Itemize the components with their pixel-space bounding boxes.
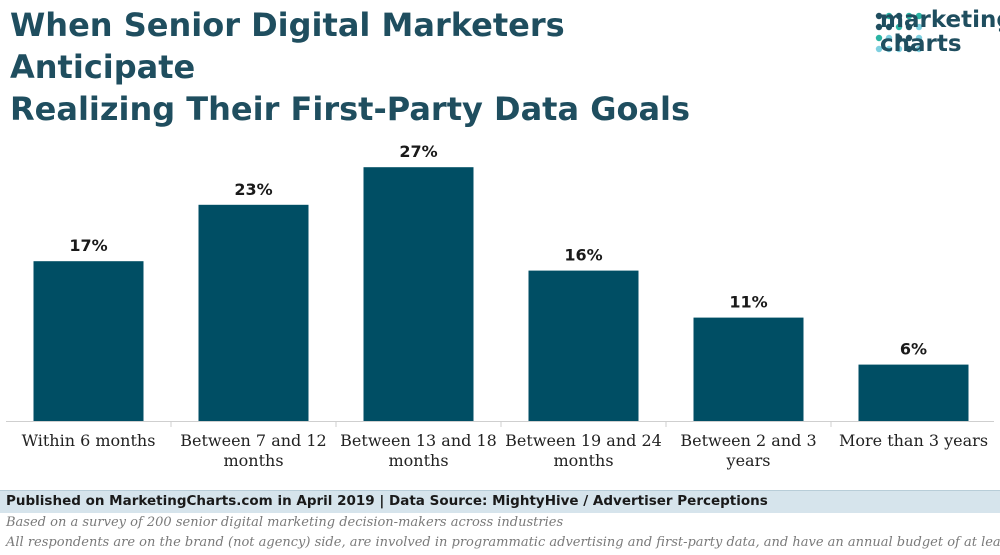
logo-dot bbox=[905, 12, 913, 20]
logo-dot bbox=[885, 23, 893, 31]
logo-dot bbox=[915, 45, 923, 53]
title-line-1: When Senior Digital Marketers Anticipate bbox=[10, 6, 565, 86]
bar bbox=[858, 364, 969, 421]
logo-dot bbox=[885, 45, 893, 53]
category-label: years bbox=[726, 451, 771, 470]
marketingcharts-logo-dots bbox=[875, 12, 923, 53]
category-label: More than 3 years bbox=[839, 431, 988, 450]
logo-dot bbox=[895, 34, 903, 42]
category-label: Within 6 months bbox=[22, 431, 156, 450]
logo-dot bbox=[885, 12, 893, 20]
bar bbox=[33, 261, 144, 421]
chart-title: When Senior Digital Marketers Anticipate… bbox=[10, 4, 710, 130]
logo-dot bbox=[915, 12, 923, 20]
methodology-note-2: All respondents are on the brand (not ag… bbox=[6, 535, 1000, 550]
category-label: months bbox=[223, 451, 283, 470]
logo-dot bbox=[915, 34, 923, 42]
data-label: 27% bbox=[399, 142, 437, 161]
logo-dot bbox=[875, 12, 883, 20]
logo-dot bbox=[895, 45, 903, 53]
category-label: Between 7 and 12 bbox=[180, 431, 326, 450]
logo-dot bbox=[885, 34, 893, 42]
logo-dot bbox=[895, 12, 903, 20]
bar bbox=[363, 167, 474, 421]
logo-dot bbox=[895, 23, 903, 31]
category-label: Between 13 and 18 bbox=[340, 431, 497, 450]
methodology-note-1: Based on a survey of 200 senior digital … bbox=[6, 515, 564, 530]
category-label: Between 19 and 24 bbox=[505, 431, 662, 450]
category-label: Between 2 and 3 bbox=[680, 431, 816, 450]
logo-dot bbox=[875, 23, 883, 31]
logo-dot bbox=[905, 45, 913, 53]
data-label: 11% bbox=[729, 293, 767, 312]
logo-dot bbox=[905, 23, 913, 31]
logo-line-1: marketing bbox=[880, 7, 1000, 33]
data-label: 17% bbox=[69, 236, 107, 255]
data-label: 16% bbox=[564, 246, 602, 265]
logo-dot bbox=[875, 45, 883, 53]
title-line-2: Realizing Their First-Party Data Goals bbox=[10, 90, 691, 128]
logo-dot bbox=[915, 23, 923, 31]
bar bbox=[198, 204, 309, 421]
logo-line-2: charts bbox=[880, 31, 962, 57]
category-label: months bbox=[553, 451, 613, 470]
marketingcharts-logo: marketing charts bbox=[880, 8, 1000, 56]
source-text: Published on MarketingCharts.com in Apri… bbox=[6, 493, 768, 509]
bar bbox=[693, 317, 804, 421]
bar bbox=[528, 270, 639, 421]
logo-dot bbox=[905, 34, 913, 42]
data-label: 6% bbox=[900, 340, 927, 359]
source-bar: Published on MarketingCharts.com in Apri… bbox=[0, 490, 1000, 513]
category-label: months bbox=[388, 451, 448, 470]
data-label: 23% bbox=[234, 180, 272, 199]
logo-dot bbox=[875, 34, 883, 42]
